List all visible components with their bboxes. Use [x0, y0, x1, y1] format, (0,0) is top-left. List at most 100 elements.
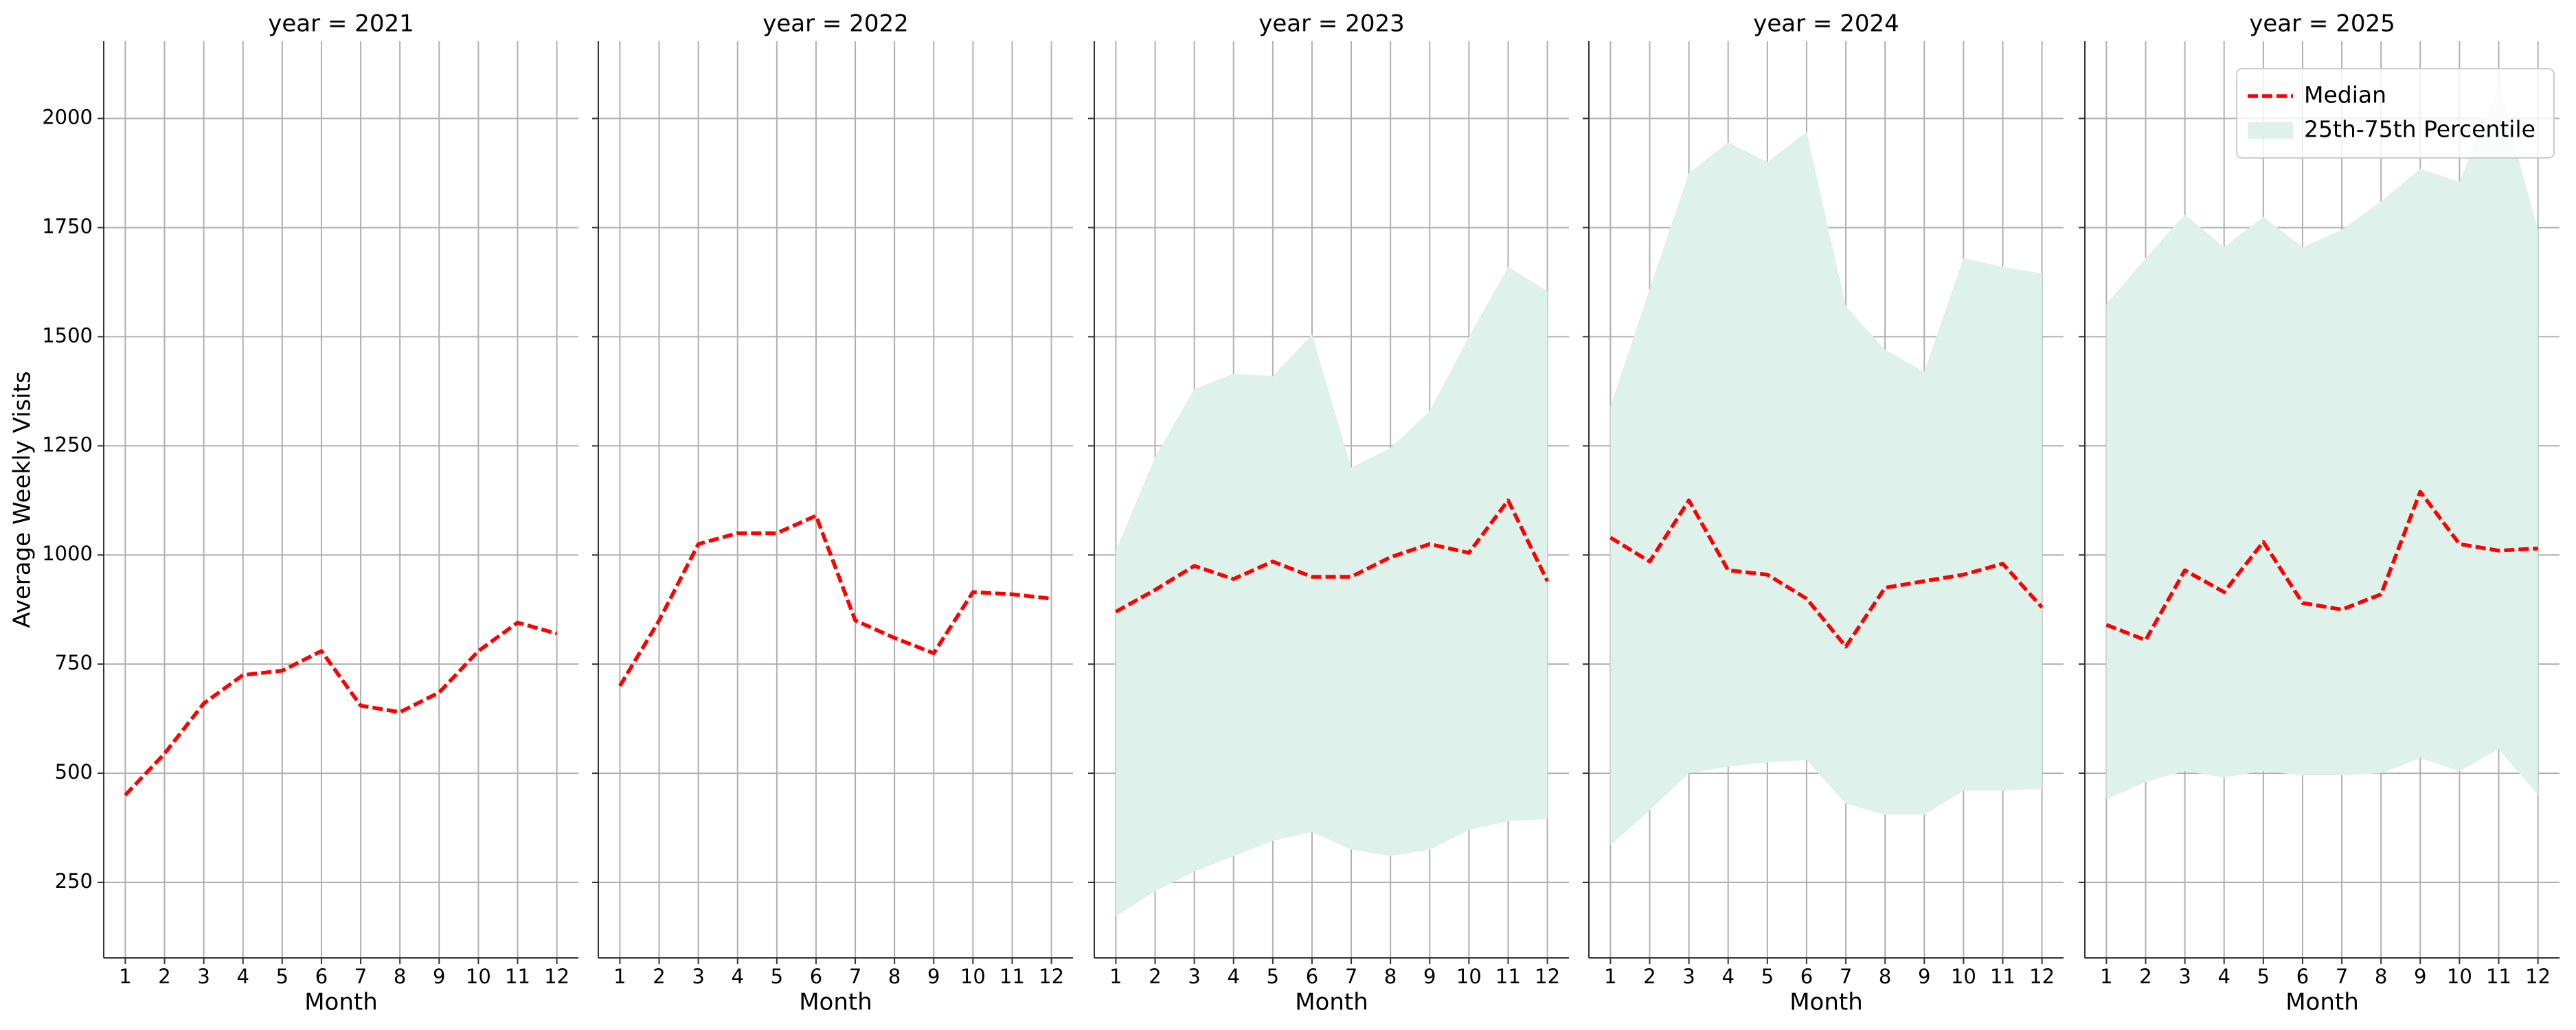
x-tick-label: 4: [1228, 965, 1240, 988]
legend-label: Median: [2304, 82, 2386, 108]
panel-title: year = 2025: [2249, 10, 2395, 38]
x-axis-label: Month: [1789, 989, 1863, 1016]
median-line: [618, 514, 1052, 687]
x-tick-label: 5: [276, 965, 289, 988]
x-axis-label: Month: [1295, 989, 1368, 1016]
x-tick-label: 7: [849, 965, 861, 988]
x-tick-label: 5: [1267, 965, 1279, 988]
lines: [618, 514, 1052, 687]
y-tick-label: 1750: [42, 214, 93, 238]
x-tick-label: 4: [732, 965, 744, 988]
x-tick-label: 2: [158, 965, 170, 988]
x-tick-label: 4: [1722, 965, 1735, 988]
lines: [124, 621, 558, 797]
x-tick-label: 9: [433, 965, 445, 988]
bands: [2106, 85, 2538, 800]
x-tick-label: 10: [1456, 965, 1482, 988]
y-tick-label: 2000: [42, 106, 93, 129]
x-tick-label: 6: [810, 965, 822, 988]
x-tick-label: 12: [1535, 965, 1560, 988]
x-tick-label: 10: [2447, 965, 2472, 988]
x-tick-label: 8: [1384, 965, 1397, 988]
x-tick-label: 11: [1990, 965, 2015, 988]
x-tick-label: 7: [2336, 965, 2348, 988]
x-tick-label: 10: [466, 965, 491, 988]
x-tick-label: 5: [1761, 965, 1774, 988]
x-tick-label: 3: [2178, 965, 2191, 988]
median-line: [2105, 490, 2538, 642]
x-tick-label: 3: [197, 965, 210, 988]
x-tick-label: 12: [1039, 965, 1064, 988]
legend-label: 25th-75th Percentile: [2304, 116, 2535, 143]
x-tick-label: 4: [237, 965, 249, 988]
x-tick-label: 5: [771, 965, 783, 988]
panel-title: year = 2024: [1753, 10, 1899, 38]
y-tick-label: 1000: [42, 542, 93, 565]
x-tick-label: 6: [315, 965, 328, 988]
x-axis-label: Month: [2285, 989, 2359, 1016]
x-tick-label: 9: [2414, 965, 2426, 988]
panel-title: year = 2021: [268, 10, 414, 38]
y-axis-label: Average Weekly Visits: [9, 371, 36, 628]
x-tick-label: 9: [1918, 965, 1930, 988]
x-tick-label: 11: [2486, 965, 2511, 988]
x-tick-label: 7: [1345, 965, 1357, 988]
y-tick-label: 250: [55, 869, 93, 893]
x-tick-label: 5: [2257, 965, 2270, 988]
x-tick-label: 11: [505, 965, 530, 988]
x-tick-label: 11: [1495, 965, 1521, 988]
panel-title: year = 2023: [1258, 10, 1404, 38]
x-tick-label: 10: [1951, 965, 1976, 988]
y-tick-label: 1250: [42, 433, 93, 456]
panel: year = 2021 250 500 750 1000 1250 1500 1750 2000…: [42, 10, 578, 988]
median-line: [124, 621, 558, 797]
x-tick-label: 10: [960, 965, 986, 988]
x-tick-label: 4: [2218, 965, 2230, 988]
x-tick-label: 2: [1149, 965, 1161, 988]
panel-title: year = 2022: [762, 10, 908, 38]
lines: [1115, 499, 1550, 614]
x-tick-label: 6: [1800, 965, 1813, 988]
x-tick-label: 1: [613, 965, 626, 988]
x-tick-label: 3: [692, 965, 704, 988]
x-tick-label: 2: [1643, 965, 1656, 988]
lines: [2105, 490, 2538, 642]
legend: Median 25th-75th Percentile: [2236, 68, 2555, 159]
x-tick-label: 11: [999, 965, 1025, 988]
median-line: [1115, 499, 1550, 614]
percentile-band: [1610, 131, 2042, 845]
x-tick-label: 2: [2139, 965, 2151, 988]
x-tick-label: 9: [1423, 965, 1436, 988]
bands: [1116, 266, 1548, 917]
x-axis-label: Month: [304, 989, 378, 1016]
x-tick-label: 3: [1188, 965, 1200, 988]
x-tick-label: 7: [354, 965, 367, 988]
x-tick-label: 8: [1879, 965, 1891, 988]
x-tick-label: 9: [927, 965, 940, 988]
x-tick-label: 6: [1306, 965, 1318, 988]
x-tick-label: 3: [1682, 965, 1695, 988]
x-tick-label: 12: [2525, 965, 2551, 988]
bands: [1610, 131, 2042, 845]
y-tick-label: 750: [55, 651, 93, 674]
percentile-band: [2106, 85, 2538, 800]
x-tick-label: 8: [394, 965, 406, 988]
x-tick-label: 8: [888, 965, 901, 988]
legend-box: [2236, 68, 2555, 159]
lines: [1609, 499, 2044, 649]
y-tick-label: 500: [55, 760, 93, 783]
x-tick-label: 1: [1604, 965, 1616, 988]
x-tick-label: 1: [2100, 965, 2112, 988]
legend-swatch: [2248, 122, 2293, 139]
x-tick-label: 1: [1109, 965, 1122, 988]
y-tick-label: 1500: [42, 323, 93, 347]
x-tick-label: 6: [2296, 965, 2309, 988]
x-tick-label: 7: [1840, 965, 1852, 988]
x-tick-label: 12: [2029, 965, 2055, 988]
x-tick-label: 8: [2375, 965, 2387, 988]
median-line: [1609, 499, 2044, 649]
